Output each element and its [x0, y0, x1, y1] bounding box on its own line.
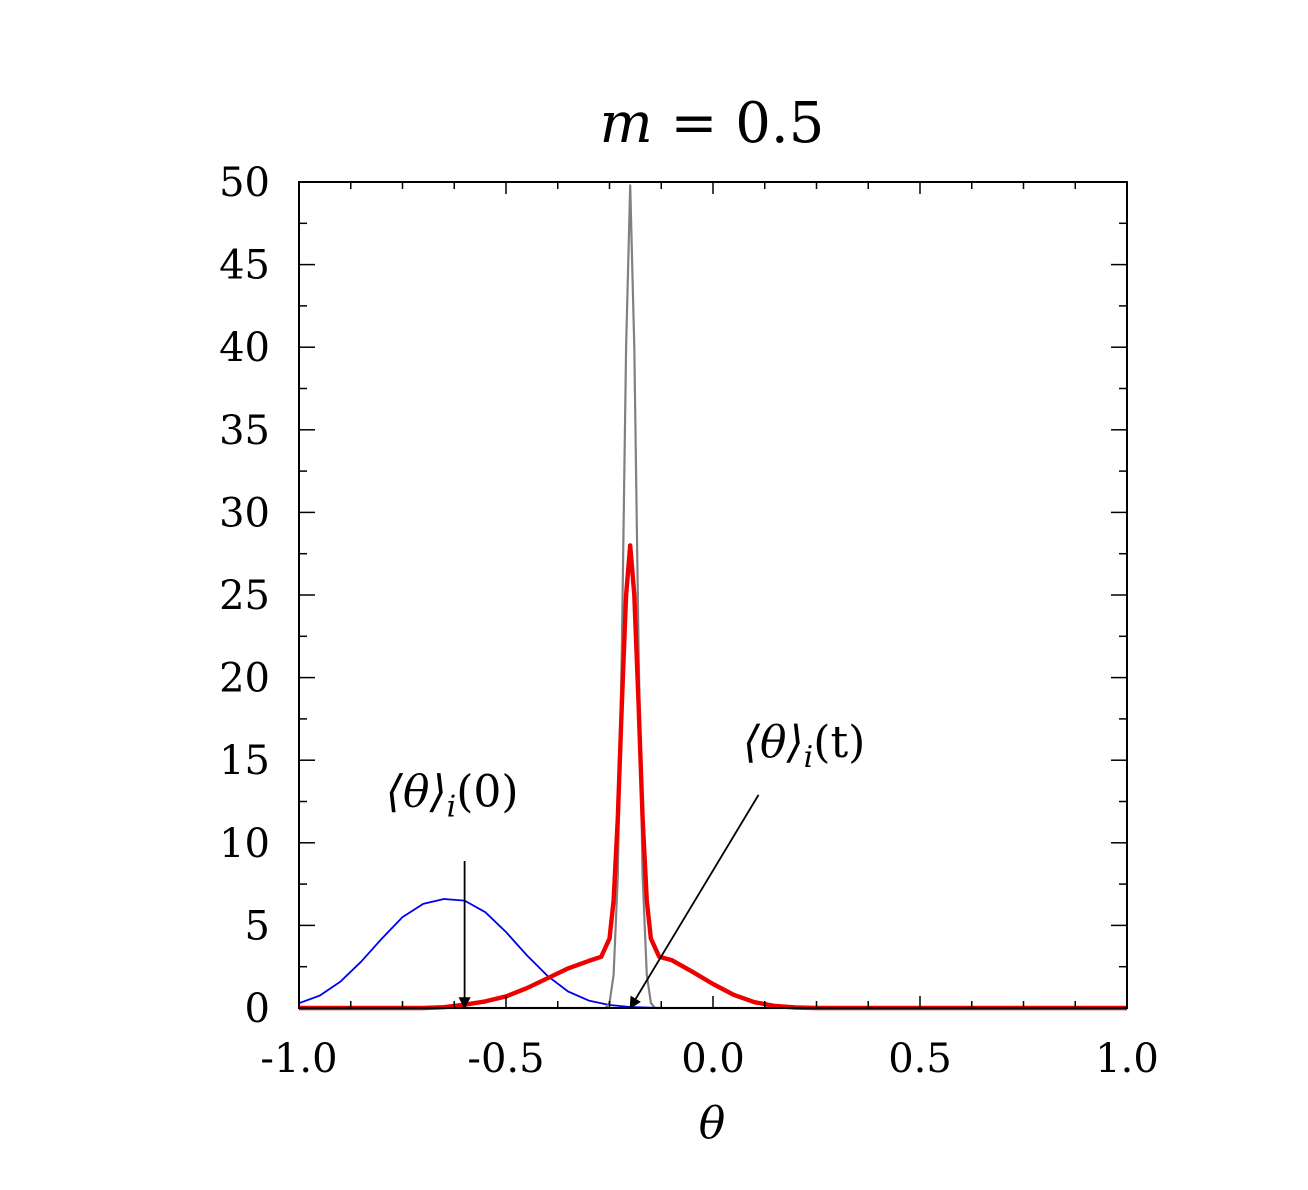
y-tick-label: 5	[245, 903, 270, 949]
y-tick-label: 15	[219, 738, 270, 784]
y-tick-label: 35	[219, 408, 270, 454]
annotation-label: ⟨θ⟩i(0)	[386, 766, 519, 824]
x-tick-label: -0.5	[467, 1036, 544, 1082]
y-tick-label: 50	[219, 160, 270, 206]
chart-title: m = 0.5	[600, 91, 825, 156]
annotation-label: ⟨θ⟩i(t)	[743, 717, 865, 775]
annotation-arrow	[629, 794, 760, 1010]
y-tick-label: 40	[219, 325, 270, 371]
series-line-1	[298, 898, 1127, 1009]
chart-title-value: = 0.5	[653, 91, 825, 156]
y-tick-label: 20	[219, 656, 270, 702]
x-tick-label: -1.0	[260, 1036, 337, 1082]
series-layer	[298, 184, 1127, 1011]
y-tick-label: 25	[219, 573, 270, 619]
x-axis-label: θ	[699, 1098, 726, 1149]
y-tick-label: 45	[219, 243, 270, 289]
y-tick-label: 10	[219, 821, 270, 867]
y-tick-label: 30	[219, 490, 270, 536]
x-tick-label: 0.5	[888, 1036, 952, 1082]
y-tick-label: 0	[245, 986, 270, 1032]
ticklabel-layer: -1.0 -0.5 0.0 0.5 1.0 0 5 10 15 20 25 30 35 40 45 50	[219, 160, 1159, 1082]
tick-layer	[298, 181, 1128, 1009]
chart-title-variable: m	[600, 91, 653, 156]
plot-frame	[298, 181, 1128, 1009]
series-line-2	[299, 184, 1127, 1010]
x-tick-label: 1.0	[1095, 1036, 1159, 1082]
series-line-3	[299, 543, 1127, 1011]
x-tick-label: 0.0	[681, 1036, 745, 1082]
annotation-layer: ⟨θ⟩i(0) ⟨θ⟩i(t)	[386, 717, 865, 1010]
